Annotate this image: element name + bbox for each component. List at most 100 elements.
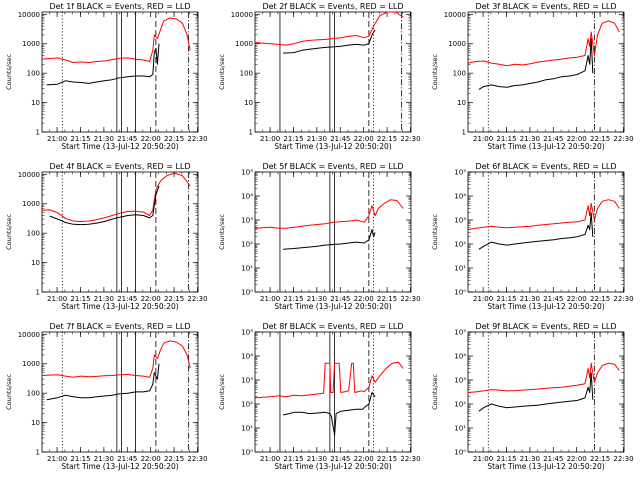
x-tick-label: 21:30: [94, 135, 114, 143]
x-tick-label: 22:15: [590, 135, 610, 143]
series-line-lld: [254, 11, 404, 46]
x-tick-label: 22:30: [613, 455, 633, 463]
series-line-lld: [41, 17, 191, 63]
panel-title: Det 6f BLACK = Events, RED = LLD: [475, 162, 616, 171]
y-tick-label: 10⁰: [454, 449, 466, 457]
y-tick-label: 10⁴: [454, 353, 466, 361]
x-tick-label: 22:00: [354, 455, 374, 463]
panel-title: Det 4f BLACK = Events, RED = LLD: [49, 162, 190, 171]
x-axis-label: Start Time (13-Jul-12 20:50:20): [61, 142, 178, 151]
series-line-events: [46, 43, 160, 86]
x-tick-label: 21:30: [520, 135, 540, 143]
x-tick-label: 22:30: [400, 135, 420, 143]
x-tick-label: 22:15: [590, 295, 610, 303]
x-tick-label: 22:15: [164, 135, 184, 143]
y-axis-label: Counts/sec: [5, 214, 13, 250]
y-tick-label: 10000: [444, 11, 466, 19]
y-tick-label: 1000: [22, 40, 40, 48]
panel-title: Det 1f BLACK = Events, RED = LLD: [49, 2, 190, 11]
x-tick-label: 22:00: [567, 455, 587, 463]
y-tick-label: 100: [27, 390, 40, 398]
plot-frame: [41, 171, 199, 293]
plot-frame: [254, 11, 412, 133]
x-tick-label: 22:00: [567, 295, 587, 303]
y-tick-label: 10⁰: [241, 289, 253, 297]
y-tick-label: 10⁴: [241, 353, 253, 361]
series-line-events: [478, 38, 594, 90]
x-tick-label: 21:15: [496, 455, 516, 463]
series-line-lld: [41, 340, 191, 378]
x-tick-label: 22:00: [567, 135, 587, 143]
x-tick-label: 21:30: [520, 455, 540, 463]
x-tick-label: 22:30: [613, 295, 633, 303]
y-tick-label: 10¹: [241, 265, 253, 273]
x-tick-label: 21:30: [307, 295, 327, 303]
y-tick-label: 10²: [454, 241, 466, 249]
x-tick-label: 21:30: [94, 455, 114, 463]
y-tick-label: 1: [36, 449, 40, 457]
x-tick-label: 21:15: [283, 295, 303, 303]
x-tick-label: 21:30: [94, 295, 114, 303]
x-tick-label: 21:00: [47, 135, 67, 143]
x-tick-label: 21:30: [520, 295, 540, 303]
y-tick-label: 10: [244, 99, 253, 107]
y-tick-label: 10²: [241, 401, 253, 409]
panel-det-1: Det 1f BLACK = Events, RED = LLD 1 10 100 10…: [5, 2, 208, 151]
x-tick-label: 22:15: [377, 135, 397, 143]
x-tick-label: 22:15: [164, 455, 184, 463]
x-tick-label: 21:15: [496, 135, 516, 143]
y-axis-label: Counts/sec: [431, 374, 439, 410]
series-line-lld: [254, 361, 404, 399]
panel-det-6: Det 6f BLACK = Events, RED = LLD 10⁰ 10¹ 10…: [431, 162, 634, 311]
y-tick-label: 10³: [454, 217, 466, 225]
y-tick-label: 10²: [241, 241, 253, 249]
x-axis-label: Start Time (13-Jul-12 20:50:20): [487, 462, 604, 471]
x-tick-label: 22:00: [354, 135, 374, 143]
x-tick-label: 21:30: [307, 455, 327, 463]
x-tick-label: 21:45: [543, 135, 563, 143]
y-tick-label: 1: [462, 129, 466, 137]
series-line-events: [283, 229, 376, 250]
y-axis-label: Counts/sec: [218, 214, 226, 250]
x-tick-label: 21:00: [260, 295, 280, 303]
x-axis-label: Start Time (13-Jul-12 20:50:20): [61, 462, 178, 471]
x-tick-label: 21:15: [70, 455, 90, 463]
plot-frame: [467, 171, 625, 293]
x-tick-label: 21:15: [283, 455, 303, 463]
plot-frame: [41, 11, 199, 133]
panel-title: Det 9f BLACK = Events, RED = LLD: [475, 322, 616, 331]
plot-frame: [467, 11, 625, 133]
x-tick-label: 21:00: [473, 295, 493, 303]
x-tick-label: 21:00: [260, 135, 280, 143]
panel-det-4: Det 4f BLACK = Events, RED = LLD 1 10 100 10…: [5, 162, 208, 311]
y-tick-label: 10⁵: [454, 169, 466, 177]
y-tick-label: 1: [36, 129, 40, 137]
panel-det-3: Det 3f BLACK = Events, RED = LLD 1 10 100 10…: [431, 2, 634, 151]
y-tick-label: 100: [27, 70, 40, 78]
x-tick-label: 22:15: [164, 295, 184, 303]
y-tick-label: 1000: [448, 40, 466, 48]
plot-frame: [254, 171, 412, 293]
y-tick-label: 10¹: [454, 425, 466, 433]
x-tick-label: 21:45: [330, 295, 350, 303]
y-tick-label: 10⁵: [454, 329, 466, 337]
y-tick-label: 10⁰: [454, 289, 466, 297]
panel-title: Det 2f BLACK = Events, RED = LLD: [262, 2, 403, 11]
series-line-lld: [467, 362, 620, 393]
y-tick-label: 10⁵: [241, 169, 253, 177]
y-tick-label: 10³: [241, 377, 253, 385]
x-tick-label: 21:45: [117, 135, 137, 143]
x-tick-label: 21:00: [47, 455, 67, 463]
y-tick-label: 10⁵: [241, 329, 253, 337]
x-axis-label: Start Time (13-Jul-12 20:50:20): [274, 462, 391, 471]
panel-title: Det 7f BLACK = Events, RED = LLD: [49, 322, 190, 331]
x-tick-label: 22:30: [187, 135, 207, 143]
x-tick-label: 22:30: [187, 455, 207, 463]
series-line-events: [46, 363, 160, 401]
x-axis-label: Start Time (13-Jul-12 20:50:20): [487, 142, 604, 151]
y-tick-label: 10²: [454, 401, 466, 409]
panel-title: Det 8f BLACK = Events, RED = LLD: [262, 322, 403, 331]
x-tick-label: 21:00: [260, 455, 280, 463]
y-tick-label: 10: [31, 99, 40, 107]
